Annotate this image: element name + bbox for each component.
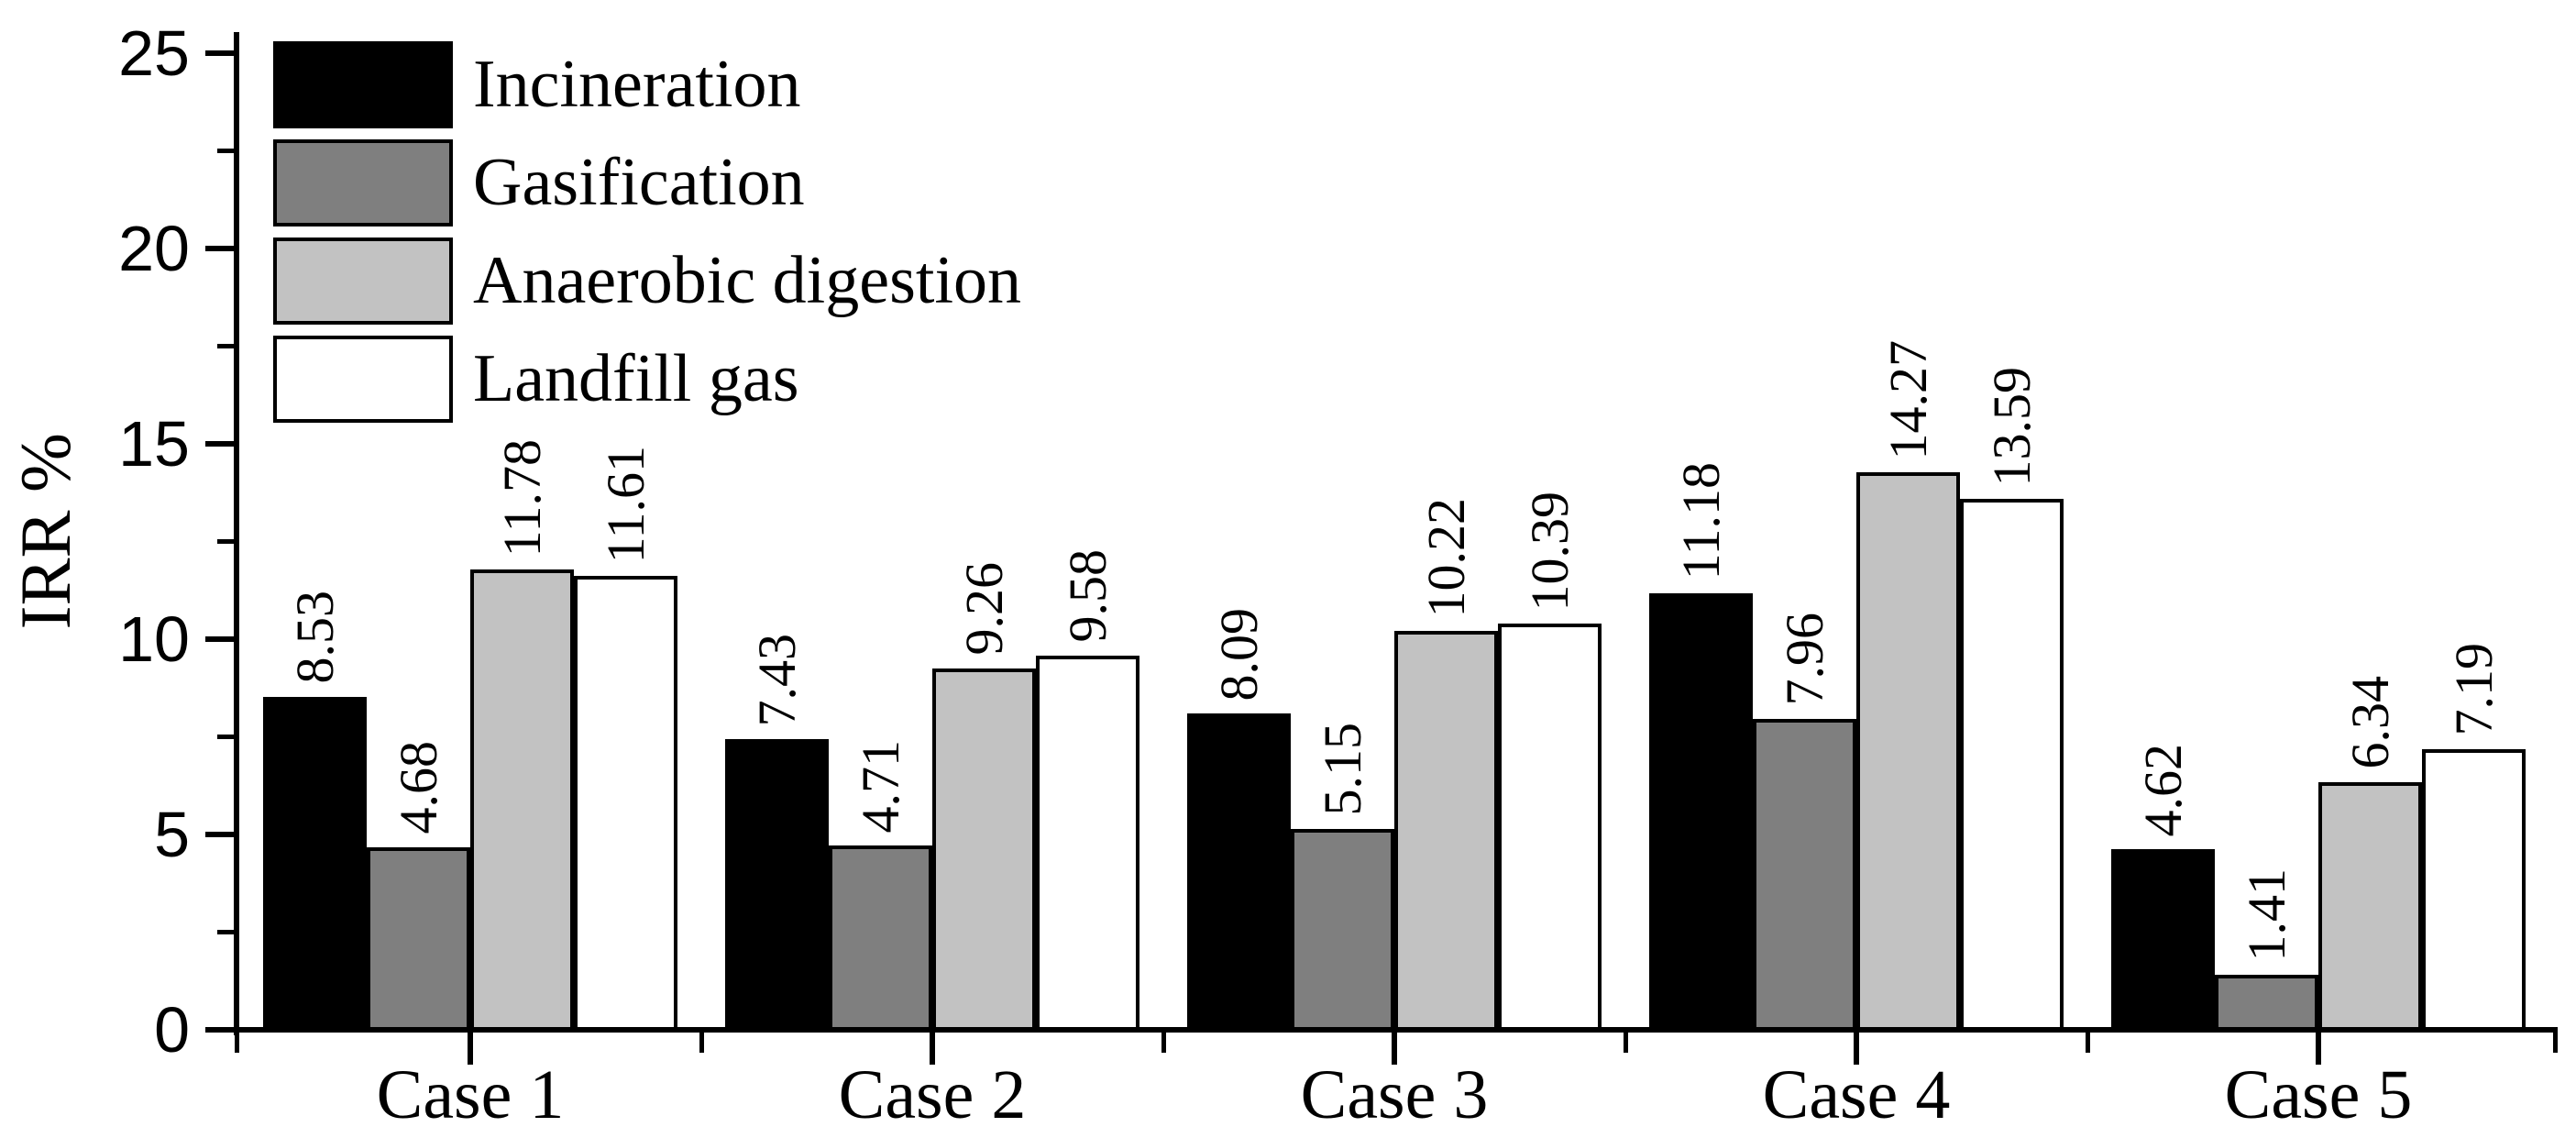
y-tick-label: 20 <box>118 213 190 284</box>
y-major-tick <box>205 636 237 642</box>
bar-incineration-case-1 <box>263 696 367 1033</box>
bar-gasification-case-2 <box>829 845 932 1033</box>
bar-incineration-case-4 <box>1649 592 1753 1033</box>
y-tick-label: 5 <box>154 799 190 870</box>
bar-gasification-case-5 <box>2215 974 2318 1033</box>
y-minor-tick <box>217 539 237 544</box>
x-major-tick <box>930 1030 935 1065</box>
x-category-label: Case 3 <box>1300 1056 1489 1133</box>
bar-incineration-case-3 <box>1187 713 1291 1033</box>
bar-value-label: 11.18 <box>1670 462 1731 580</box>
y-tick-label: 15 <box>118 408 190 480</box>
bar-value-label: 14.27 <box>1877 339 1938 460</box>
bar-value-label: 8.53 <box>284 591 345 684</box>
bar-value-label: 1.41 <box>2236 868 2296 962</box>
y-major-tick <box>205 50 237 56</box>
y-minor-tick <box>217 930 237 934</box>
bar-landfill-gas-case-3 <box>1498 624 1602 1033</box>
y-tick-label: 10 <box>118 603 190 675</box>
bar-value-label: 10.39 <box>1519 491 1580 612</box>
bar-landfill-gas-case-4 <box>1960 499 2064 1033</box>
bar-anaerobic-digestion-case-2 <box>932 668 1036 1033</box>
bar-value-label: 9.26 <box>953 562 1014 656</box>
x-minor-tick <box>2552 1030 2558 1053</box>
y-minor-tick <box>217 149 237 153</box>
legend-swatch-anaerobic-digestion <box>273 238 453 325</box>
bar-anaerobic-digestion-case-3 <box>1394 630 1498 1033</box>
legend-swatch-incineration <box>273 41 453 128</box>
x-category-label: Case 4 <box>1762 1056 1951 1133</box>
bar-anaerobic-digestion-case-5 <box>2318 781 2422 1033</box>
y-axis-title: IRR % <box>4 32 88 1030</box>
y-minor-tick <box>217 735 237 739</box>
bar-value-label: 7.96 <box>1774 613 1834 706</box>
y-major-tick <box>205 1027 237 1033</box>
bar-value-label: 4.62 <box>2132 743 2193 837</box>
bar-gasification-case-4 <box>1753 718 1856 1033</box>
x-major-tick <box>468 1030 473 1065</box>
legend-swatch-landfill-gas <box>273 336 453 423</box>
bar-value-label: 13.59 <box>1981 366 2042 487</box>
bar-value-label: 4.68 <box>388 741 448 834</box>
x-category-label: Case 2 <box>838 1056 1027 1133</box>
legend-label-anaerobic-digestion: Anaerobic digestion <box>473 243 1021 318</box>
x-category-label: Case 5 <box>2224 1056 2413 1133</box>
y-major-tick <box>205 441 237 447</box>
bar-anaerobic-digestion-case-1 <box>470 569 574 1033</box>
bar-anaerobic-digestion-case-4 <box>1856 472 1960 1033</box>
y-minor-tick <box>217 344 237 348</box>
bar-value-label: 6.34 <box>2339 676 2400 769</box>
bar-value-label: 10.22 <box>1415 498 1476 618</box>
legend-label-landfill-gas: Landfill gas <box>473 341 799 416</box>
bar-incineration-case-5 <box>2111 849 2215 1033</box>
x-category-label: Case 1 <box>376 1056 565 1133</box>
x-major-tick <box>2316 1030 2321 1065</box>
x-minor-tick <box>699 1030 704 1053</box>
bar-incineration-case-2 <box>725 739 829 1033</box>
x-minor-tick <box>1623 1030 1628 1053</box>
y-major-tick <box>205 832 237 837</box>
bar-landfill-gas-case-1 <box>574 576 677 1033</box>
y-major-tick <box>205 246 237 251</box>
bar-value-label: 11.78 <box>491 438 552 558</box>
x-major-tick <box>1392 1030 1397 1065</box>
x-minor-tick <box>234 1030 239 1053</box>
bar-value-label: 7.43 <box>746 633 807 727</box>
bar-value-label: 4.71 <box>850 739 910 834</box>
bar-value-label: 7.19 <box>2443 643 2504 736</box>
legend-label-incineration: Incineration <box>473 47 801 122</box>
bar-value-label: 9.58 <box>1057 549 1117 643</box>
x-axis-line <box>234 1027 2558 1033</box>
bar-value-label: 5.15 <box>1312 723 1372 816</box>
x-minor-tick <box>1161 1030 1166 1053</box>
bar-value-label: 8.09 <box>1208 607 1269 702</box>
x-minor-tick <box>2085 1030 2090 1053</box>
y-tick-label: 0 <box>154 994 190 1066</box>
bar-value-label: 11.61 <box>595 446 655 564</box>
x-major-tick <box>1854 1030 1859 1065</box>
legend-swatch-gasification <box>273 139 453 226</box>
bar-landfill-gas-case-2 <box>1036 655 1139 1033</box>
y-axis-line <box>234 32 239 1035</box>
bar-gasification-case-3 <box>1291 828 1394 1033</box>
y-tick-label: 25 <box>118 17 190 89</box>
legend-label-gasification: Gasification <box>473 145 805 220</box>
bar-gasification-case-1 <box>367 846 470 1033</box>
bar-landfill-gas-case-5 <box>2422 748 2526 1033</box>
